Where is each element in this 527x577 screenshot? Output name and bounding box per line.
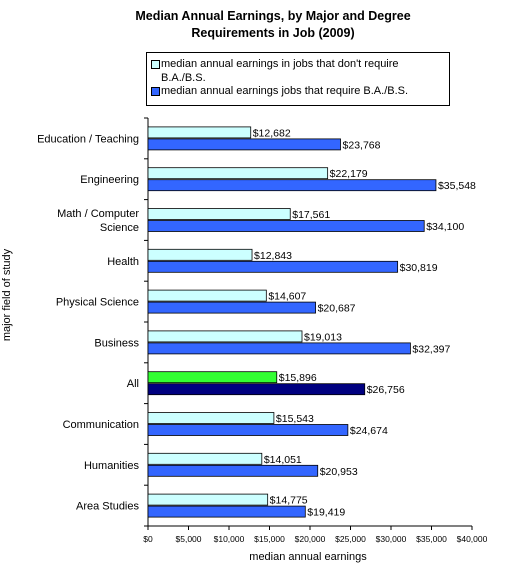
bar-no-degree [147,289,267,302]
data-label-degree: $23,768 [343,139,381,151]
x-tick-label: $10,000 [214,534,245,544]
bar-degree [147,505,306,518]
x-tick-label: $0 [143,534,153,544]
x-tick-label: $25,000 [335,534,366,544]
bar-no-degree [147,248,253,261]
x-tick-label: $40,000 [457,534,488,544]
bar-no-degree [147,371,278,384]
x-tick-label: $20,000 [295,534,326,544]
category-label: Education / Teaching [37,133,139,145]
legend-swatch-no-degree [151,60,160,69]
bar-no-degree [147,493,269,506]
data-label-no-degree: $17,561 [292,209,330,221]
data-label-no-degree: $15,896 [279,372,317,384]
legend-swatch-degree [151,87,160,96]
bar-degree [147,138,341,151]
chart-title: Median Annual Earnings, by Major and Deg… [135,9,411,40]
data-label-degree: $19,419 [307,507,345,519]
data-label-degree: $34,100 [426,221,464,233]
bar-no-degree [147,208,291,220]
data-label-degree: $26,756 [367,384,405,396]
data-label-degree: $32,397 [412,343,450,355]
bar-no-degree [147,412,275,424]
chart-legend: median annual earnings in jobs that don'… [146,52,450,106]
bar-degree [147,301,316,314]
data-label-degree: $20,687 [318,303,356,315]
category-label: Humanities [84,460,140,472]
data-label-no-degree: $12,682 [253,127,291,139]
bar-no-degree [147,452,263,465]
data-label-no-degree: $19,013 [304,331,342,343]
data-label-no-degree: $14,607 [268,291,306,303]
bar-no-degree [147,126,252,139]
bar-degree [147,220,425,232]
category-label: Area Studies [76,501,139,513]
bar-degree [147,383,366,396]
bar-no-degree [147,330,303,343]
bar-degree [147,179,437,192]
x-tick-label: $35,000 [416,534,447,544]
category-label: Science [100,222,139,234]
x-tick-label: $15,000 [254,534,285,544]
x-tick-label: $5,000 [176,534,202,544]
bar-degree [147,342,411,355]
data-label-degree: $20,953 [320,466,358,478]
data-label-no-degree: $12,843 [254,250,292,262]
legend-label-no-degree: median annual earnings in jobs that don'… [161,58,399,84]
data-label-no-degree: $14,775 [270,495,308,507]
x-axis-label: median annual earnings [249,551,367,563]
data-label-degree: $35,548 [438,180,476,192]
bar-no-degree [147,167,329,180]
category-label: All [127,378,139,390]
data-label-degree: $30,819 [400,262,438,274]
bar-degree [147,260,399,273]
legend-entry-no-degree: median annual earnings in jobs that don'… [151,57,445,85]
data-label-no-degree: $14,051 [264,454,302,466]
bar-degree [147,464,319,477]
category-label: Engineering [80,174,139,186]
legend-label-degree: median annual earnings jobs that require… [161,85,409,97]
category-label: Business [94,337,139,349]
data-label-no-degree: $22,179 [330,168,368,180]
data-label-no-degree: $15,543 [276,413,314,425]
category-label: Health [107,256,139,268]
category-label: Physical Science [56,297,139,309]
category-label: Math / Computer [57,208,139,220]
y-axis-label: major field of study [1,248,13,342]
legend-entry-degree: median annual earnings jobs that require… [151,84,445,98]
bar-degree [147,424,349,436]
category-label: Communication [63,419,139,431]
data-label-degree: $24,674 [350,425,388,437]
x-tick-label: $30,000 [376,534,407,544]
